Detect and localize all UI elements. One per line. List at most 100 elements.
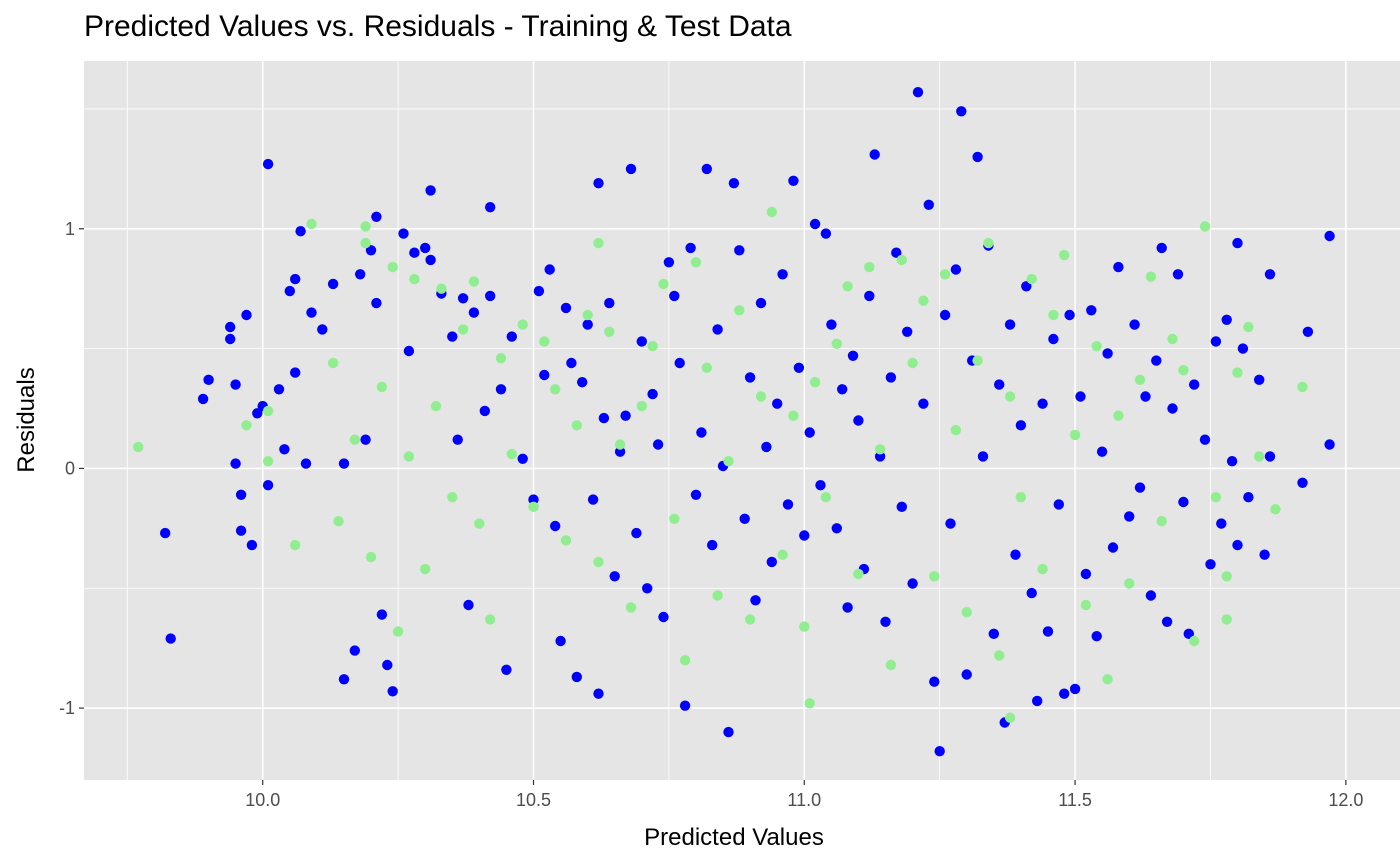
data-point-series-0 bbox=[869, 149, 880, 160]
data-point-series-1 bbox=[994, 650, 1005, 661]
data-point-series-1 bbox=[376, 381, 388, 393]
data-point-series-1 bbox=[506, 448, 517, 460]
data-point-series-0 bbox=[1102, 348, 1113, 359]
data-point-series-0 bbox=[1075, 391, 1086, 402]
data-point-series-0 bbox=[961, 669, 972, 680]
x-tick-label: 11.0 bbox=[787, 790, 821, 810]
data-point-series-1 bbox=[734, 305, 745, 316]
data-point-series-1 bbox=[333, 516, 344, 527]
data-point-series-0 bbox=[918, 398, 929, 409]
data-point-series-0 bbox=[517, 453, 528, 464]
data-point-series-1 bbox=[1145, 271, 1157, 282]
data-point-series-0 bbox=[1178, 496, 1189, 508]
data-point-series-0 bbox=[360, 434, 371, 445]
x-axis-ticks: 10.0 10.5 11.0 11.5 12.0 bbox=[245, 780, 1363, 810]
data-point-series-0 bbox=[1129, 319, 1140, 330]
data-point-series-0 bbox=[750, 595, 761, 606]
data-point-series-0 bbox=[571, 671, 582, 683]
data-point-series-1 bbox=[262, 405, 274, 417]
data-point-series-0 bbox=[696, 427, 707, 438]
data-point-series-1 bbox=[474, 518, 485, 529]
data-point-series-1 bbox=[387, 261, 398, 273]
data-point-series-1 bbox=[669, 513, 680, 524]
data-point-series-1 bbox=[679, 655, 691, 666]
data-point-series-0 bbox=[1324, 439, 1335, 450]
data-point-series-0 bbox=[663, 257, 675, 268]
data-point-series-0 bbox=[338, 458, 350, 469]
data-point-series-1 bbox=[1124, 578, 1135, 589]
data-point-series-1 bbox=[1026, 273, 1037, 285]
data-point-series-0 bbox=[891, 247, 902, 258]
data-point-series-1 bbox=[1080, 599, 1092, 611]
data-point-series-1 bbox=[403, 451, 415, 462]
data-point-series-1 bbox=[614, 439, 626, 450]
data-point-series-0 bbox=[945, 518, 956, 529]
data-point-series-0 bbox=[712, 324, 723, 335]
data-point-series-0 bbox=[782, 499, 794, 510]
data-point-series-0 bbox=[403, 345, 415, 357]
data-point-series-1 bbox=[133, 441, 144, 453]
data-point-series-1 bbox=[1048, 309, 1059, 321]
data-point-series-0 bbox=[1259, 549, 1270, 560]
data-point-series-0 bbox=[614, 446, 626, 457]
y-axis-title: Residuals bbox=[13, 367, 40, 472]
data-point-series-0 bbox=[1232, 237, 1243, 249]
data-point-series-0 bbox=[273, 384, 285, 395]
data-point-series-0 bbox=[1226, 456, 1238, 467]
data-point-series-0 bbox=[1134, 482, 1146, 493]
data-point-series-1 bbox=[842, 281, 853, 292]
data-point-series-1 bbox=[1134, 374, 1146, 385]
data-point-series-0 bbox=[1167, 403, 1178, 414]
data-point-series-0 bbox=[685, 242, 696, 254]
data-point-series-0 bbox=[831, 523, 842, 534]
data-point-series-1 bbox=[1102, 674, 1113, 685]
data-point-series-1 bbox=[360, 221, 371, 232]
data-point-series-0 bbox=[225, 321, 236, 333]
data-point-series-0 bbox=[658, 611, 669, 623]
data-point-series-0 bbox=[652, 439, 664, 450]
chart-title: Predicted Values vs. Residuals - Trainin… bbox=[84, 10, 792, 43]
data-point-series-0 bbox=[1199, 434, 1211, 445]
data-point-series-0 bbox=[1254, 374, 1265, 385]
data-point-series-0 bbox=[837, 384, 848, 395]
data-point-series-1 bbox=[658, 278, 669, 290]
data-point-series-0 bbox=[327, 278, 339, 290]
y-axis-ticks: -1 0 1 bbox=[59, 219, 84, 718]
data-point-series-1 bbox=[804, 698, 815, 709]
data-point-series-1 bbox=[766, 206, 777, 218]
data-point-series-0 bbox=[1161, 616, 1173, 627]
data-point-series-1 bbox=[950, 424, 962, 436]
data-point-series-1 bbox=[939, 269, 951, 280]
data-point-series-1 bbox=[864, 261, 875, 273]
data-point-series-0 bbox=[203, 374, 214, 385]
data-point-series-1 bbox=[885, 659, 897, 671]
data-point-series-1 bbox=[517, 319, 528, 330]
data-point-series-1 bbox=[723, 456, 734, 467]
data-point-series-0 bbox=[1145, 590, 1157, 601]
data-point-series-1 bbox=[290, 539, 301, 551]
data-point-series-1 bbox=[1059, 249, 1070, 261]
data-point-series-0 bbox=[929, 676, 940, 687]
data-point-series-1 bbox=[1232, 367, 1243, 378]
data-point-series-0 bbox=[804, 427, 815, 438]
data-point-series-1 bbox=[647, 341, 658, 352]
data-point-series-0 bbox=[820, 228, 832, 239]
data-point-series-0 bbox=[447, 331, 458, 342]
data-point-series-0 bbox=[425, 254, 436, 266]
data-point-series-0 bbox=[365, 245, 377, 256]
data-point-series-0 bbox=[880, 616, 891, 627]
data-point-series-1 bbox=[1091, 341, 1102, 352]
data-point-series-0 bbox=[539, 369, 550, 381]
data-point-series-1 bbox=[409, 273, 420, 285]
data-point-series-1 bbox=[392, 626, 404, 637]
data-point-series-1 bbox=[306, 218, 317, 230]
points-layer bbox=[133, 87, 1335, 757]
data-point-series-0 bbox=[1232, 539, 1243, 551]
data-point-series-0 bbox=[230, 458, 241, 469]
data-point-series-0 bbox=[566, 357, 577, 369]
data-point-series-1 bbox=[1199, 221, 1211, 232]
data-point-series-0 bbox=[587, 494, 599, 505]
data-point-series-1 bbox=[1221, 571, 1232, 582]
data-point-series-0 bbox=[485, 202, 496, 213]
data-point-series-0 bbox=[1216, 518, 1227, 529]
